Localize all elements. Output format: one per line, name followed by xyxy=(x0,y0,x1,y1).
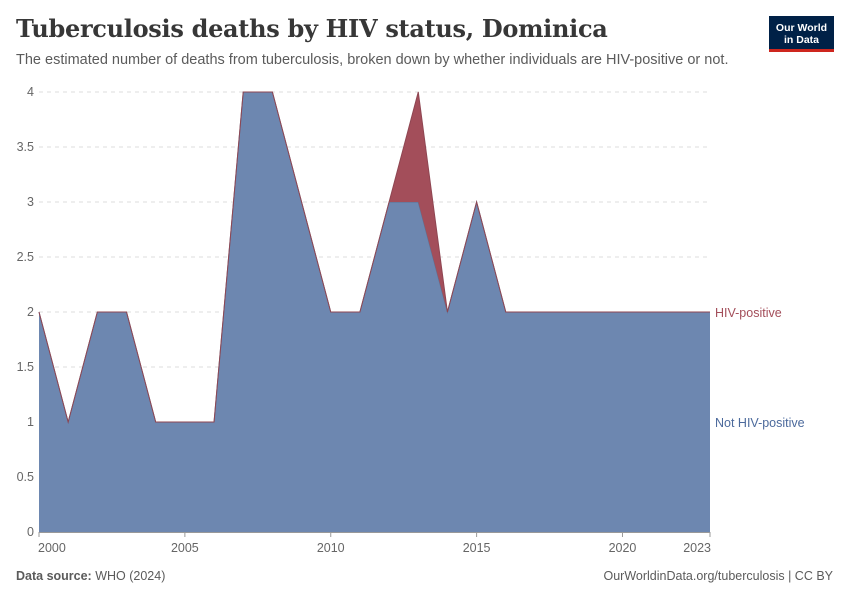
series-label-not-hiv-positive[interactable]: Not HIV-positive xyxy=(715,416,805,430)
data-source: Data source: WHO (2024) xyxy=(16,569,165,583)
footer-credit-link[interactable]: OurWorldinData.org/tuberculosis | CC BY xyxy=(603,569,834,583)
y-tick-label: 3 xyxy=(27,195,34,209)
y-tick-label: 2 xyxy=(27,305,34,319)
logo-line-2: in Data xyxy=(783,33,819,46)
y-tick-label: 1 xyxy=(27,415,34,429)
owid-logo[interactable]: Our World in Data xyxy=(769,16,834,52)
y-tick-label: 1.5 xyxy=(17,360,34,374)
line-hiv-positive xyxy=(38,91,710,424)
x-tick-label: 2010 xyxy=(317,541,345,555)
x-tick-label: 2020 xyxy=(609,541,637,555)
data-source-label: Data source: xyxy=(16,569,92,583)
series-label-layer: HIV-positive Not HIV-positive xyxy=(715,306,805,430)
axis-layer: 0 0.5 1 1.5 2 2.5 3 3.5 4 2000 2005 2010 2015 2020 202… xyxy=(17,85,711,555)
x-tick-label: 2000 xyxy=(38,541,66,555)
series-label-hiv-positive[interactable]: HIV-positive xyxy=(715,306,782,320)
x-tick-label: 2015 xyxy=(463,541,491,555)
logo-line-1: Our World xyxy=(775,21,828,34)
x-tick-label: 2023 xyxy=(683,541,711,555)
y-tick-label: 0.5 xyxy=(17,470,34,484)
x-tick-label: 2005 xyxy=(171,541,199,555)
y-tick-label: 2.5 xyxy=(17,250,34,264)
area-layer xyxy=(38,91,710,532)
y-tick-label: 0 xyxy=(27,525,34,539)
chart-title: Tuberculosis deaths by HIV status, Domin… xyxy=(16,14,608,43)
chart-subtitle: The estimated number of deaths from tube… xyxy=(16,52,729,68)
data-source-value: WHO (2024) xyxy=(95,569,166,583)
y-tick-label: 4 xyxy=(27,85,34,99)
y-tick-label: 3.5 xyxy=(17,140,34,154)
